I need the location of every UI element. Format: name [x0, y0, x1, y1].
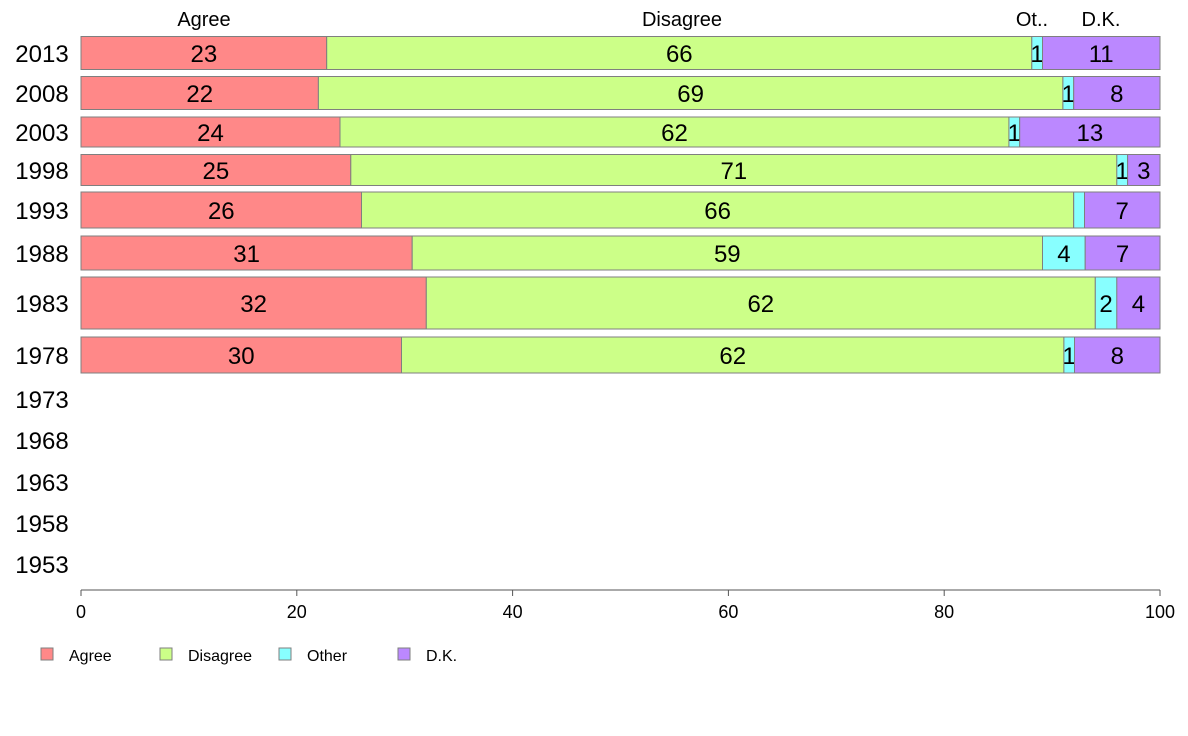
data-label-1988-disagree: 59	[714, 241, 741, 268]
bar-1988-agree	[80, 235, 413, 271]
data-label-2008-other: 1	[1062, 81, 1075, 108]
data-label-2008-agree: 22	[186, 81, 213, 108]
x-tick-label-80: 80	[934, 602, 954, 622]
data-label-2013-disagree: 66	[666, 41, 693, 68]
data-label-2013-agree: 23	[191, 41, 218, 68]
data-label-1998-other: 1	[1116, 158, 1129, 185]
x-tick-label-20: 20	[287, 602, 307, 622]
year-label-1983: 1983	[15, 291, 68, 318]
bar-1993-disagree	[361, 191, 1075, 229]
bar-1978-disagree	[401, 336, 1065, 374]
bar-1998-disagree	[350, 154, 1118, 186]
year-label-1978: 1978	[15, 343, 68, 370]
year-label-1958: 1958	[15, 511, 68, 538]
data-label-1983-d-k-: 4	[1132, 291, 1145, 318]
bar-2008-disagree	[317, 76, 1064, 110]
data-label-1988-d-k-: 7	[1116, 241, 1129, 268]
column-header-2: Disagree	[642, 9, 722, 31]
bar-1983-d-k-	[1116, 276, 1161, 330]
year-label-2008: 2008	[15, 81, 68, 108]
bar-1983-disagree	[425, 276, 1096, 330]
legend-label-disagree: Disagree	[188, 648, 252, 665]
bar-1993-other	[1073, 191, 1085, 229]
bar-2013-d-k-	[1042, 36, 1161, 70]
column-header-3: Ot..	[1016, 9, 1048, 31]
legend: Agree Disagree Other D.K.	[40, 647, 457, 665]
column-headers: Agree Disagree Ot.. D.K.	[177, 9, 1120, 31]
bar-1978-agree	[80, 336, 402, 374]
data-label-1983-disagree: 62	[747, 291, 774, 318]
bar-1988-d-k-	[1084, 235, 1161, 271]
year-label-1953: 1953	[15, 552, 68, 579]
data-label-1978-other: 1	[1063, 343, 1076, 370]
bar-1993-agree	[80, 191, 362, 229]
legend-label-agree: Agree	[69, 648, 112, 665]
bar-2003-disagree	[339, 116, 1010, 148]
year-label-1973: 1973	[15, 387, 68, 414]
bar-1998-d-k-	[1127, 154, 1161, 186]
data-label-2003-d-k-: 13	[1077, 120, 1104, 147]
bar-1993-d-k-	[1084, 191, 1161, 229]
bar-1988-other	[1042, 235, 1086, 271]
data-label-2008-d-k-: 8	[1110, 81, 1123, 108]
legend-label-other: Other	[307, 648, 348, 665]
data-label-1993-disagree: 66	[704, 198, 731, 225]
data-label-1993-agree: 26	[208, 198, 235, 225]
data-label-1988-other: 4	[1057, 241, 1070, 268]
data-label-2008-disagree: 69	[677, 81, 704, 108]
column-header-1: Agree	[177, 9, 230, 31]
data-label-2003-disagree: 62	[661, 120, 688, 147]
data-label-2013-d-k-: 11	[1089, 41, 1114, 68]
data-label-2003-agree: 24	[197, 120, 224, 147]
data-label-2003-other: 1	[1008, 120, 1021, 147]
data-label-1983-agree: 32	[240, 291, 267, 318]
data-label-1998-agree: 25	[203, 158, 230, 185]
data-label-2013-other: 1	[1030, 41, 1043, 68]
year-label-1988: 1988	[15, 241, 68, 268]
bar-2003-agree	[80, 116, 341, 148]
data-label-1983-other: 2	[1099, 291, 1112, 318]
bar-2003-d-k-	[1019, 116, 1161, 148]
data-label-1978-agree: 30	[228, 343, 255, 370]
legend-label-d-k-: D.K.	[426, 648, 457, 665]
column-header-4: D.K.	[1082, 9, 1121, 31]
bar-1983-agree	[80, 276, 427, 330]
x-tick-label-60: 60	[718, 602, 738, 622]
bar-1988-disagree	[411, 235, 1043, 271]
legend-swatch-disagree	[159, 647, 173, 661]
data-label-1988-agree: 31	[233, 241, 260, 268]
data-label-1978-d-k-: 8	[1111, 343, 1124, 370]
year-label-2003: 2003	[15, 120, 68, 147]
year-label-1998: 1998	[15, 158, 68, 185]
legend-swatch-d-k-	[397, 647, 411, 661]
bar-2013-agree	[80, 36, 328, 70]
legend-swatch-agree	[40, 647, 54, 661]
legend-swatch-other	[278, 647, 292, 661]
bar-1978-d-k-	[1074, 336, 1161, 374]
data-label-1998-d-k-: 3	[1137, 158, 1150, 185]
year-label-2013: 2013	[15, 41, 68, 68]
data-label-1993-d-k-: 7	[1116, 198, 1129, 225]
data-label-1978-disagree: 62	[719, 343, 746, 370]
data-label-1998-disagree: 71	[720, 158, 747, 185]
year-label-1963: 1963	[15, 470, 68, 497]
x-tick-label-100: 100	[1145, 602, 1175, 622]
bar-2013-disagree	[326, 36, 1033, 70]
year-labels: 2013 2008 2003 1998 1993 1988 1983 1978 1973 1968…	[15, 41, 68, 579]
year-label-1968: 1968	[15, 428, 68, 455]
year-label-1993: 1993	[15, 198, 68, 225]
bar-2008-d-k-	[1073, 76, 1161, 110]
x-axis: 0 20 40 60 80 100	[76, 589, 1175, 622]
x-tick-label-40: 40	[503, 602, 523, 622]
x-tick-label-0: 0	[76, 602, 86, 622]
